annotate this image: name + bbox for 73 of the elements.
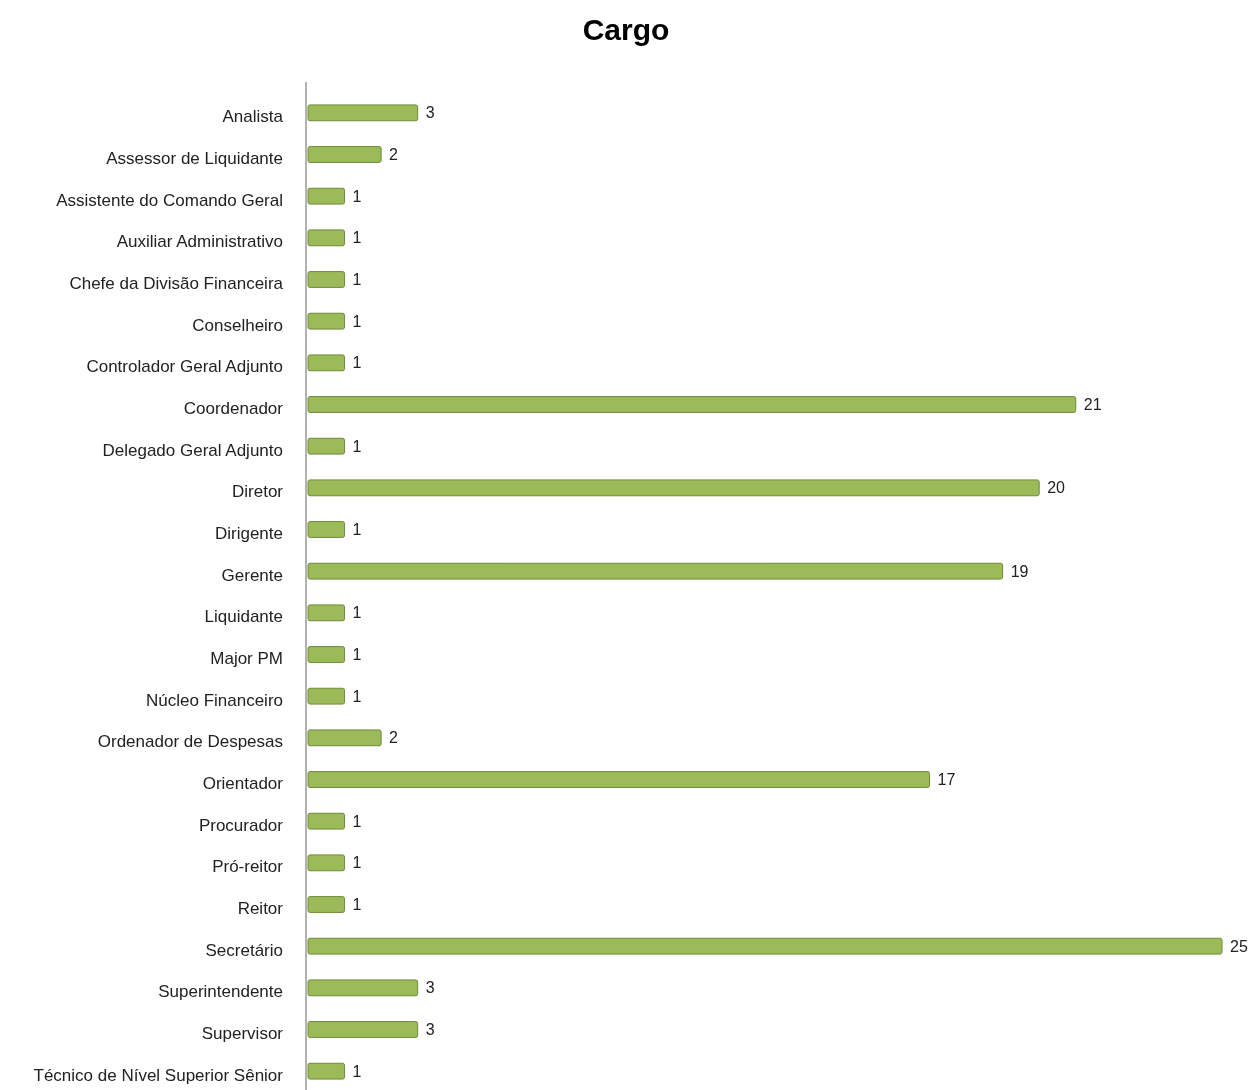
bar xyxy=(307,312,346,330)
data-label: 1 xyxy=(352,1062,362,1080)
data-label: 1 xyxy=(352,854,362,872)
y-tick-label: Major PM xyxy=(210,649,283,668)
data-label: 21 xyxy=(1083,396,1102,413)
data-label: 1 xyxy=(352,604,362,622)
y-tick-label: Reitor xyxy=(237,899,284,918)
data-label: 1 xyxy=(352,229,362,247)
bar xyxy=(307,646,346,663)
data-label: 2 xyxy=(389,146,399,163)
data-label: 2 xyxy=(389,729,399,747)
y-tick-label: Supervisor xyxy=(201,1024,284,1043)
y-tick-label: Ordenador de Despesas xyxy=(97,732,283,752)
bar xyxy=(307,521,346,538)
data-label: 1 xyxy=(352,437,362,455)
y-tick-label: Chefe da Divisão Financeira xyxy=(69,274,284,293)
y-tick-label: Conselheiro xyxy=(192,315,283,335)
bar xyxy=(307,104,419,122)
y-tick-label: Delegado Geral Adjunto xyxy=(102,440,283,460)
y-tick-label: Coordenador xyxy=(183,399,284,418)
data-label: 1 xyxy=(352,354,362,372)
bar xyxy=(307,979,419,997)
data-label: 20 xyxy=(1047,479,1066,497)
data-label: 1 xyxy=(352,812,362,830)
y-tick-label: Secretário xyxy=(205,940,283,960)
bar xyxy=(307,271,346,288)
y-tick-label: Controlador Geral Adjunto xyxy=(86,357,283,377)
y-tick-label: Assistente do Comando Geral xyxy=(56,190,283,210)
bar xyxy=(307,146,382,163)
data-label: 3 xyxy=(425,1021,435,1038)
bar xyxy=(307,479,1040,497)
data-label: 25 xyxy=(1230,937,1248,955)
data-label: 19 xyxy=(1010,562,1029,580)
bar xyxy=(307,1062,346,1080)
y-tick-label: Dirigente xyxy=(214,524,283,543)
bar xyxy=(307,771,931,788)
bar xyxy=(307,937,1223,955)
bar xyxy=(307,396,1077,413)
data-label: 1 xyxy=(352,521,362,538)
y-tick-label: Procurador xyxy=(198,815,284,835)
bar xyxy=(307,187,346,205)
y-tick-label: Diretor xyxy=(231,482,284,502)
bar xyxy=(307,687,346,705)
y-tick-label: Técnico de Nível Superior Sênior xyxy=(33,1065,284,1085)
y-tick-label: Liquidante xyxy=(204,607,283,627)
bar xyxy=(307,604,346,622)
y-tick-label: Superintendente xyxy=(158,982,283,1002)
bar xyxy=(307,729,382,747)
data-label: 1 xyxy=(352,646,362,663)
y-tick-label: Núcleo Financeiro xyxy=(145,690,283,710)
y-tick-label: Orientador xyxy=(202,774,284,793)
y-tick-label: Gerente xyxy=(221,565,283,585)
bar xyxy=(307,854,346,872)
bar xyxy=(307,812,346,830)
y-tick-label: Pró-reitor xyxy=(212,857,284,877)
data-label: 1 xyxy=(352,187,362,205)
bar xyxy=(307,437,346,455)
data-label: 1 xyxy=(352,896,362,913)
data-label: 1 xyxy=(352,271,362,288)
data-label: 3 xyxy=(425,104,435,122)
data-label: 1 xyxy=(352,687,362,705)
bar xyxy=(307,229,346,247)
bar xyxy=(307,354,346,372)
data-label: 17 xyxy=(937,771,956,788)
y-tick-label: Analista xyxy=(222,107,284,127)
chart-title: Cargo xyxy=(582,13,670,46)
y-tick-label: Assessor de Liquidante xyxy=(106,149,283,168)
bar xyxy=(307,1021,419,1038)
data-label: 1 xyxy=(352,312,362,330)
bar xyxy=(307,896,346,913)
bar xyxy=(307,562,1004,580)
y-tick-label: Auxiliar Administrativo xyxy=(116,232,283,252)
data-label: 3 xyxy=(425,979,435,997)
